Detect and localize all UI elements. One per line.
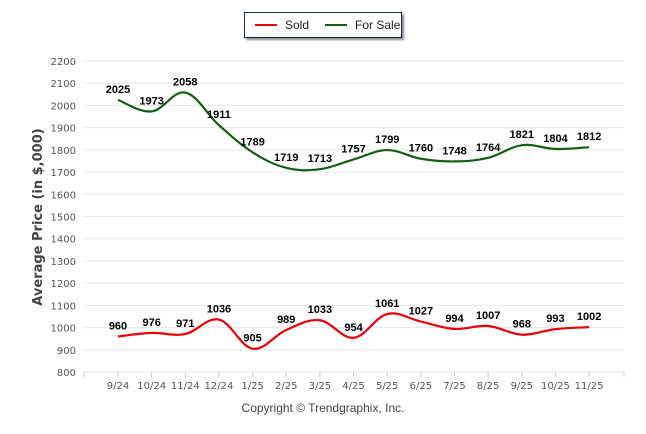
data-label: 1007 [476,310,500,322]
x-tick-label: 7/25 [443,381,465,392]
y-tick-label: 1700 [51,168,76,179]
y-tick-label: 1300 [51,257,76,268]
y-tick-label: 1400 [51,235,76,246]
data-label: 989 [277,314,295,326]
y-axis-label: Average Price (in $,000) [31,128,46,305]
data-label: 1061 [375,298,399,310]
data-label: 1799 [375,134,399,146]
y-axis-ticks: 800 900 1000 1100 1200 1300 1400 1500 1600 1700 18… [51,57,76,379]
data-label: 968 [513,319,531,331]
data-label: 1760 [409,143,433,155]
data-label: 993 [546,313,564,325]
series-line-for-sale [117,91,590,172]
y-tick-label: 2100 [51,79,76,90]
y-tick-label: 1200 [51,279,76,290]
y-tick-label: 1900 [51,124,76,135]
x-tick-label: 12/24 [205,381,234,392]
data-label: 2025 [106,84,130,96]
x-tick-label: 10/24 [137,381,166,392]
legend-swatch-for-sale [325,24,348,26]
x-axis-ticks: 9/24 10/24 11/24 12/24 1/25 2/25 3/25 4/25 5/25 6… [83,372,625,392]
x-tick-label: 5/25 [376,381,398,392]
y-tick-label: 1000 [51,324,76,335]
data-label: 1764 [476,142,501,154]
data-labels: 960 976 971 1036 905 989 1033 954 1061 1027 994 100… [106,77,602,345]
x-tick-label: 10/25 [541,381,570,392]
legend-label-for-sale: For Sale [355,18,401,32]
x-tick-label: 11/25 [575,381,604,392]
y-tick-label: 1800 [51,146,76,157]
data-label: 1719 [274,152,298,164]
x-tick-label: 4/25 [342,381,364,392]
data-label: 994 [445,313,464,325]
legend-label-sold: Sold [285,18,310,32]
data-label: 976 [142,317,160,329]
y-tick-label: 1500 [51,213,76,224]
data-label: 954 [344,322,363,334]
data-label: 1713 [308,153,332,165]
data-label: 1033 [308,304,332,316]
data-label: 960 [109,320,127,332]
data-label: 1789 [240,136,264,148]
x-tick-label: 3/25 [309,381,331,392]
data-label: 1804 [543,133,568,145]
data-label: 1036 [207,304,231,316]
data-label: 1821 [510,129,534,141]
legend-item-sold[interactable]: Sold [255,18,309,32]
data-label: 1748 [442,145,466,157]
grid-lines [84,60,624,373]
legend: Sold For Sale [244,12,402,38]
y-tick-label: 800 [57,368,76,379]
y-tick-label: 2000 [51,101,76,112]
x-tick-label: 9/24 [107,381,129,392]
y-tick-label: 1600 [51,190,76,201]
data-label: 971 [176,318,194,330]
data-label: 2058 [173,77,197,89]
x-tick-label: 9/25 [511,381,533,392]
y-tick-label: 2200 [51,57,76,68]
copyright-text: Copyright © Trendgraphix, Inc. [241,401,405,415]
x-tick-label: 8/25 [477,381,499,392]
y-tick-label: 900 [57,346,76,357]
data-label: 1812 [577,131,601,143]
series-lines [117,91,590,350]
data-label: 1757 [341,143,365,155]
x-tick-label: 1/25 [241,381,263,392]
legend-item-for-sale[interactable]: For Sale [325,18,400,32]
x-tick-label: 11/24 [171,381,200,392]
legend-swatch-sold [255,24,277,26]
data-label: 1002 [577,311,601,323]
data-label: 1973 [139,95,163,107]
series-line-sold [117,312,590,350]
data-label: 1911 [207,109,231,121]
data-label: 1027 [409,306,433,318]
y-tick-label: 1100 [51,301,76,312]
x-tick-label: 2/25 [275,381,297,392]
x-tick-label: 6/25 [410,381,432,392]
data-label: 905 [243,333,261,345]
